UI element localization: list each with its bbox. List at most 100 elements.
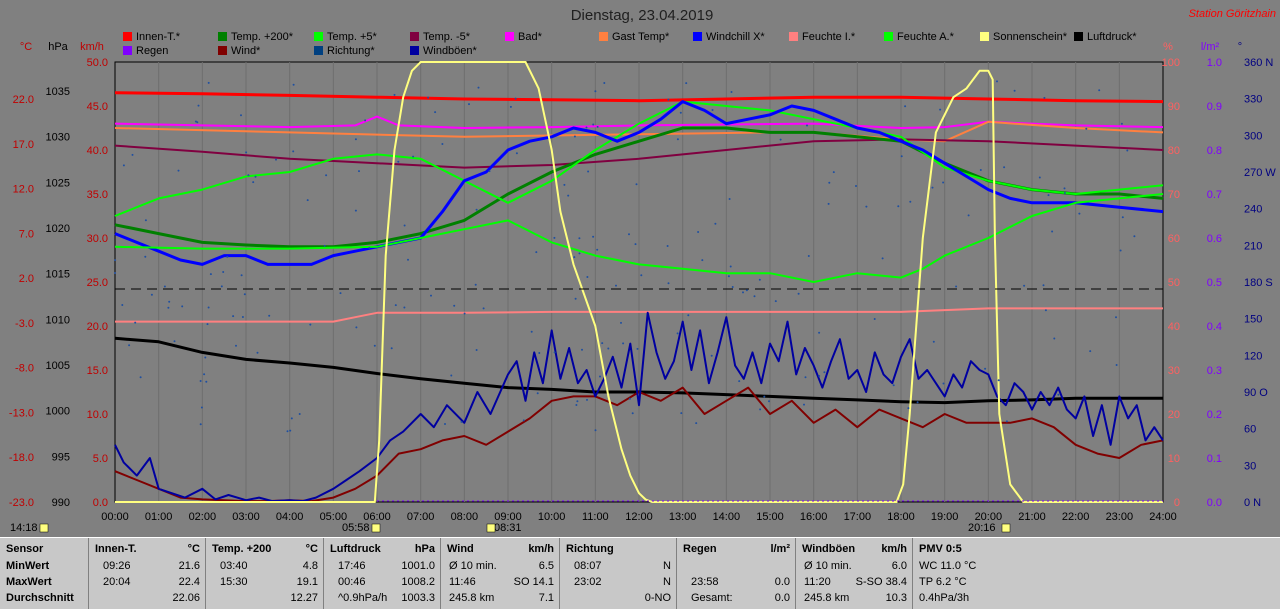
direction-dot <box>475 208 478 211</box>
y-tick-label: 15.0 <box>87 365 108 377</box>
direction-dot <box>967 214 970 217</box>
direction-dot <box>475 349 478 351</box>
stats-col-wind: Wind km/h Ø 10 min. 6.5 11:46 SO 14.1 245.8 km… <box>440 538 560 609</box>
time-marker-flag <box>1001 523 1011 533</box>
direction-dot <box>745 289 748 292</box>
direction-dot <box>177 169 180 172</box>
direction-dot <box>897 205 900 208</box>
stats-value: 19.1 <box>296 576 318 588</box>
direction-dot <box>711 109 714 111</box>
direction-dot <box>594 429 597 432</box>
x-tick-label: 09:00 <box>494 511 522 523</box>
direction-dot <box>1047 194 1050 197</box>
x-tick-label: 20:00 <box>975 511 1003 523</box>
y-tick-label: 30.0 <box>87 233 108 245</box>
stats-value: 4.8 <box>302 560 318 572</box>
direction-dot <box>768 400 770 403</box>
stats-time: 17:46 <box>338 560 366 572</box>
direction-dot <box>759 408 762 411</box>
legend-swatch <box>314 46 323 55</box>
direction-dot <box>150 293 153 296</box>
y-tick-press: 1000 <box>46 406 70 418</box>
direction-dot <box>240 114 242 117</box>
series-feuchte-a- <box>114 193 1164 283</box>
direction-dot <box>585 126 588 129</box>
x-tick-label: 12:00 <box>625 511 653 523</box>
direction-dot <box>753 295 756 298</box>
direction-dot <box>200 406 203 409</box>
direction-dot <box>286 430 289 433</box>
stats-time: 0.4hPa/3h <box>919 592 970 604</box>
direction-dot <box>323 244 326 247</box>
direction-dot <box>450 374 453 377</box>
time-marker-flag <box>39 523 49 533</box>
stats-unit: °C <box>187 543 200 555</box>
direction-dot <box>797 292 800 295</box>
direction-dot <box>697 231 700 233</box>
direction-dot <box>774 300 777 303</box>
time-marker-label: 20:16 <box>968 522 996 534</box>
stats-value: 12.27 <box>290 592 318 604</box>
legend-item: Windchill X* <box>693 31 765 43</box>
direction-dot <box>427 96 430 99</box>
direction-dot <box>468 103 470 106</box>
direction-dot <box>640 274 643 277</box>
x-tick-label: 19:00 <box>931 511 959 523</box>
series-windb-en- <box>114 311 1164 503</box>
direction-dot <box>563 183 566 186</box>
x-tick-label: 16:00 <box>800 511 828 523</box>
direction-dot <box>240 274 243 277</box>
stats-col-innen: Innen-T. °C 09:26 21.6 20:04 22.4 22.06 <box>88 538 206 609</box>
y-tick-label: 50.0 <box>87 57 108 69</box>
direction-dot <box>121 304 124 306</box>
y-tick-temp: -23.0 <box>9 497 34 509</box>
series-temp-5- <box>114 100 1164 217</box>
direction-dot <box>441 143 444 145</box>
series-sonnenschein- <box>115 61 1163 503</box>
legend-item: Regen <box>123 45 168 57</box>
y-tick-label: 240 <box>1244 204 1262 216</box>
direction-dot <box>463 312 466 315</box>
direction-dot <box>373 344 376 347</box>
direction-dot <box>354 209 357 212</box>
direction-dot <box>403 306 406 309</box>
y-tick-label: 40.0 <box>87 145 108 157</box>
y-tick-label: 270 W <box>1244 167 1276 179</box>
direction-dot <box>488 170 491 173</box>
direction-dot <box>477 86 480 89</box>
legend-item: Luftdruck* <box>1074 31 1137 43</box>
stats-value: 0.0 <box>774 592 790 604</box>
time-marker-flag <box>486 523 496 533</box>
y-tick-press: 1005 <box>46 360 70 372</box>
x-tick-label: 01:00 <box>145 511 173 523</box>
y-tick-label: 120 <box>1244 350 1262 362</box>
direction-dot <box>553 351 556 354</box>
direction-dot <box>168 300 171 303</box>
y-tick-temp: 2.0 <box>19 273 34 285</box>
direction-dot <box>1003 166 1006 169</box>
direction-dot <box>1085 127 1088 130</box>
y-tick-label: 50 <box>1168 277 1180 289</box>
direction-dot <box>578 252 581 255</box>
direction-dot <box>206 323 209 326</box>
stats-time: Gesamt: <box>691 592 733 604</box>
direction-dot <box>573 256 576 259</box>
direction-dot <box>865 205 868 208</box>
x-tick-label: 03:00 <box>232 511 260 523</box>
direction-dot <box>1005 420 1008 423</box>
direction-dot <box>1119 249 1122 252</box>
legend-item: Bad* <box>505 31 542 43</box>
direction-dot <box>339 292 342 295</box>
direction-dot <box>592 235 595 238</box>
direction-dot <box>1038 176 1041 179</box>
direction-dot <box>205 380 208 383</box>
stats-unit: °C <box>305 543 318 555</box>
x-tick-label: 21:00 <box>1018 511 1046 523</box>
y-tick-label: 90 <box>1168 101 1180 113</box>
direction-dot <box>207 306 210 309</box>
direction-dot <box>806 124 808 127</box>
stats-time: 11:46 <box>449 576 476 588</box>
direction-dot <box>144 219 147 222</box>
stats-header: Temp. +200 <box>212 543 272 555</box>
direction-dot <box>1078 212 1081 215</box>
